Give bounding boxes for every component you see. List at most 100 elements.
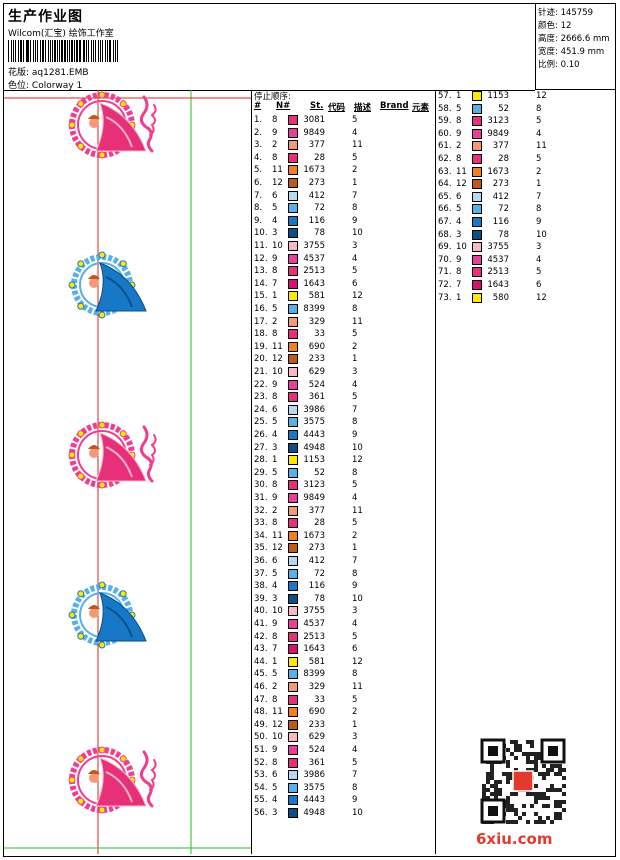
qr-module: [490, 772, 494, 776]
stop-number: 2.: [254, 127, 263, 138]
watermark: 6xiu.com: [476, 830, 553, 848]
needle-number: 9: [272, 127, 278, 138]
element-number: 7: [352, 556, 358, 566]
script-lettering: [139, 750, 154, 808]
element-number: 4: [352, 127, 358, 138]
qr-module: [546, 788, 550, 792]
barcode-bar: [100, 40, 102, 62]
thread-code: 72: [314, 203, 325, 214]
qr-module: [534, 784, 538, 788]
color-swatch: [288, 291, 298, 302]
princess-hair: [88, 605, 100, 609]
stop-number: 5.: [254, 165, 263, 176]
script-lettering: [139, 425, 154, 483]
thread-code: 52: [314, 467, 325, 478]
needle-number: 8: [272, 152, 278, 163]
table-row: 34. 11 1673 2: [252, 530, 435, 543]
stop-number: 10.: [254, 228, 268, 239]
barcode-bar: [40, 40, 41, 62]
stop-number: 31.: [254, 493, 268, 503]
barcode-bar: [18, 40, 19, 62]
qr-module: [514, 820, 518, 824]
qr-module: [562, 792, 566, 796]
element-number: 12: [352, 656, 363, 667]
flower-dot: [77, 142, 85, 150]
needle-number: 5: [456, 103, 462, 114]
table-row: 31. 9 9849 4: [252, 492, 435, 505]
qr-module: [562, 800, 566, 804]
color-swatch: [288, 152, 298, 163]
qr-module: [490, 792, 494, 796]
qr-module: [534, 820, 538, 824]
qr-module: [534, 764, 538, 768]
element-number: 10: [536, 229, 547, 240]
flower-dot: [119, 100, 127, 108]
qr-logo-icon: [512, 770, 534, 792]
needle-number: 5: [272, 568, 278, 579]
dress-fold: [105, 606, 133, 638]
element-number: 3: [536, 242, 542, 253]
table-row: 46. 2 329 11: [252, 681, 435, 694]
qr-module: [506, 808, 510, 812]
color-swatch: [288, 518, 298, 529]
table-row: 56. 3 4948 10: [252, 807, 435, 820]
qr-module: [530, 760, 534, 764]
color-swatch: [288, 266, 298, 277]
needle-number: 3: [272, 442, 278, 453]
qr-module: [554, 804, 558, 808]
element-number: 5: [352, 115, 358, 125]
element-number: 8: [352, 568, 358, 579]
stop-sequence-table-1: 停止顺序: # N# St. 代码 描述 Brand 元素 1. 8 3081 5 2.…: [252, 90, 436, 854]
element-number: 8: [536, 204, 542, 215]
table-row: 65. 6 412 7: [436, 191, 616, 204]
barcode-bar: [13, 40, 14, 62]
barcode-bar: [102, 40, 103, 62]
table-row: 49. 12 233 1: [252, 719, 435, 732]
stop-number: 32.: [254, 505, 268, 516]
flower-dot: [98, 746, 106, 754]
princess-hair: [88, 445, 100, 449]
needle-number: 11: [272, 707, 283, 718]
table-row: 9. 4 116 9: [252, 215, 435, 228]
stat-height: 高度: 2666.6 mm: [538, 34, 610, 44]
barcode-bar: [56, 40, 58, 62]
needle-number: 8: [272, 392, 278, 403]
table-row: 63. 11 1673 2: [436, 166, 616, 179]
element-number: 3: [352, 606, 358, 617]
thread-code: 581: [308, 656, 325, 667]
qr-module: [506, 772, 510, 776]
barcode-bar: [32, 40, 34, 62]
table-row: 18. 8 33 5: [252, 328, 435, 341]
thread-code: 4443: [303, 430, 325, 440]
qr-module: [530, 768, 534, 772]
color-swatch: [288, 228, 298, 239]
barcode-bar: [58, 40, 60, 62]
color-swatch: [288, 115, 298, 125]
stop-number: 33.: [254, 518, 268, 529]
element-number: 11: [352, 316, 363, 327]
qr-module: [558, 788, 562, 792]
col-needle: N#: [276, 101, 291, 111]
needle-number: 3: [272, 808, 278, 818]
qr-module: [514, 768, 518, 772]
qr-module: [550, 784, 554, 788]
color-swatch: [472, 103, 482, 114]
stop-number: 4.: [254, 152, 263, 163]
thread-code: 72: [314, 568, 325, 579]
color-swatch: [288, 341, 298, 352]
color-swatch: [288, 581, 298, 592]
color-swatch: [288, 493, 298, 503]
barcode-bar: [29, 40, 31, 62]
stat-colors: 颜色: 12: [538, 21, 572, 31]
table-row: 22. 9 524 4: [252, 379, 435, 392]
thread-code: 78: [314, 593, 325, 604]
element-number: 10: [352, 442, 363, 453]
table-row: 12. 9 4537 4: [252, 253, 435, 266]
color-swatch: [288, 304, 298, 314]
princess-face: [89, 278, 99, 288]
color-swatch: [288, 757, 298, 768]
qr-module: [486, 796, 490, 800]
thread-code: 581: [308, 291, 325, 302]
color-swatch: [472, 166, 482, 177]
stop-number: 60.: [438, 128, 452, 139]
